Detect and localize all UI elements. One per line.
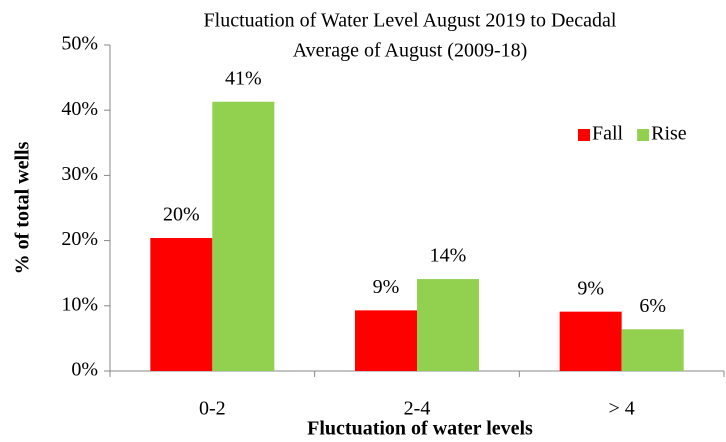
y-tick-label: 0% <box>71 359 98 381</box>
value-label: 6% <box>639 295 666 317</box>
chart-title: Fluctuation of Water Level August 2019 t… <box>204 10 617 32</box>
y-tick-label: 20% <box>61 228 98 250</box>
x-tick-label: > 4 <box>609 398 635 420</box>
value-label: 20% <box>163 204 200 226</box>
value-label: 9% <box>577 277 604 299</box>
bar <box>559 311 622 371</box>
chart-title: Average of August (2009-18) <box>293 40 528 62</box>
bar <box>621 329 684 371</box>
legend-swatch <box>637 129 650 141</box>
bar <box>212 101 275 371</box>
x-tick-label: 0-2 <box>199 398 226 420</box>
legend-label: Fall <box>592 123 624 145</box>
y-tick-label: 40% <box>61 98 98 120</box>
x-tick-label: 2-4 <box>404 398 431 420</box>
y-tick-label: 10% <box>61 293 98 315</box>
value-label: 14% <box>430 245 467 267</box>
legend-label: Rise <box>651 123 687 145</box>
y-tick-label: 50% <box>61 33 98 55</box>
value-label: 41% <box>225 67 262 89</box>
legend-swatch <box>578 129 590 141</box>
y-axis-label: % of total wells <box>12 141 34 274</box>
bar <box>355 310 417 371</box>
bar <box>417 279 479 371</box>
value-label: 9% <box>373 276 400 298</box>
x-axis-label: Fluctuation of water levels <box>307 418 533 440</box>
y-tick-label: 30% <box>61 163 98 185</box>
bar <box>150 237 213 371</box>
